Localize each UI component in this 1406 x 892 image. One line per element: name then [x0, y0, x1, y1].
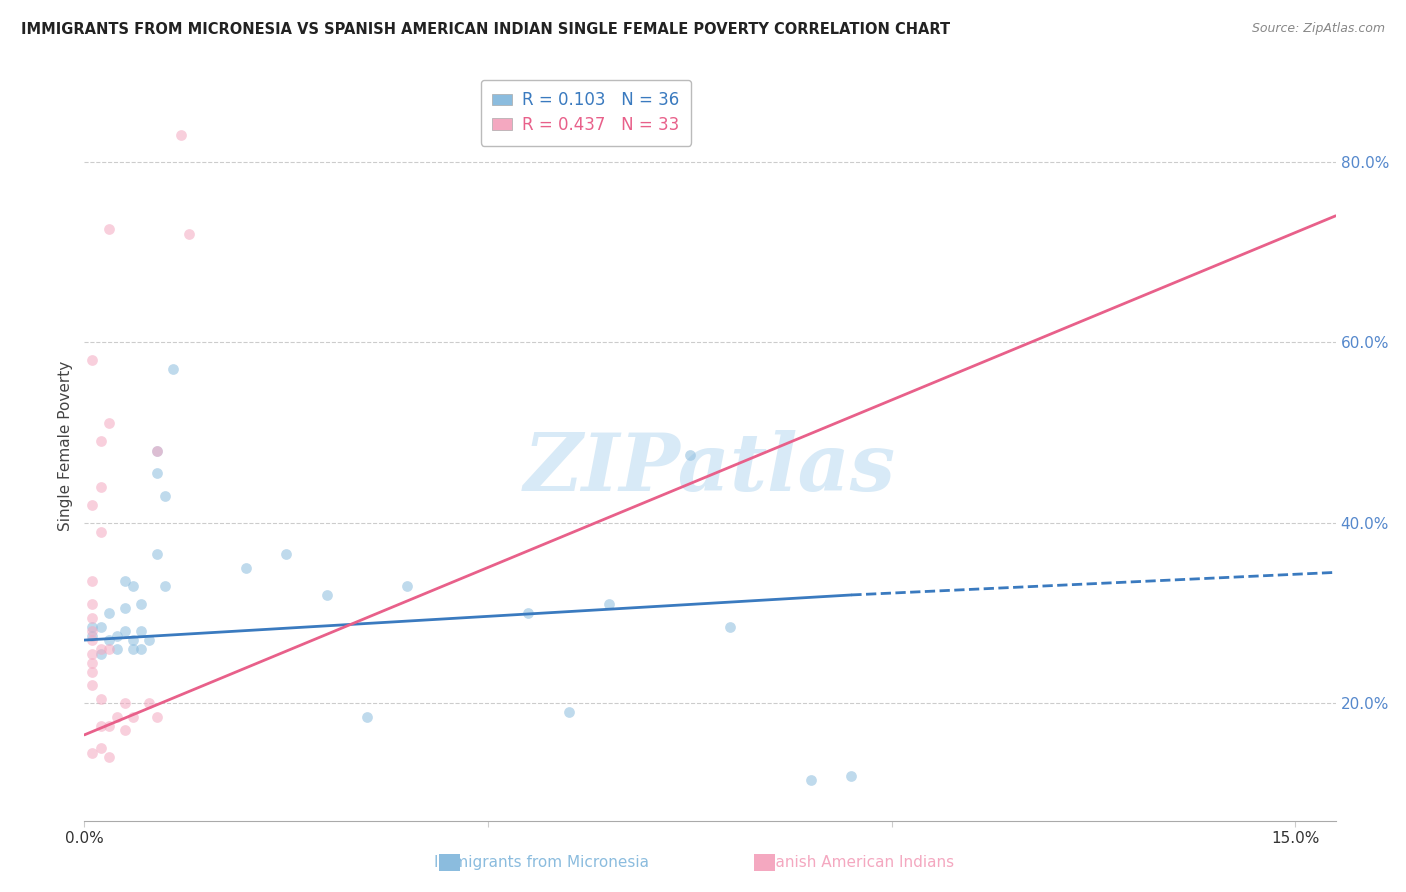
Point: [839, 768, 862, 782]
Point: [114, 624, 136, 638]
Point: [179, 227, 201, 241]
Point: [89, 642, 111, 657]
Point: [235, 561, 257, 575]
Point: [97, 222, 120, 236]
Point: [121, 633, 143, 648]
Point: [97, 642, 120, 657]
Point: [138, 696, 160, 710]
Point: [153, 579, 176, 593]
Point: [89, 719, 111, 733]
Point: [89, 434, 111, 449]
Point: [97, 417, 120, 431]
Point: [82, 633, 104, 648]
Point: [89, 647, 111, 661]
Point: [146, 466, 169, 480]
Text: ZIPatlas: ZIPatlas: [524, 430, 896, 508]
Point: [97, 606, 120, 620]
Point: [679, 448, 702, 462]
Point: [82, 498, 104, 512]
Point: [82, 678, 104, 692]
Point: [82, 624, 104, 638]
Point: [97, 719, 120, 733]
Legend: R = 0.103   N = 36, R = 0.437   N = 33: R = 0.103 N = 36, R = 0.437 N = 33: [481, 79, 692, 145]
Point: [114, 601, 136, 615]
Point: [162, 362, 184, 376]
Point: [82, 597, 104, 611]
Point: [97, 750, 120, 764]
Text: IMMIGRANTS FROM MICRONESIA VS SPANISH AMERICAN INDIAN SINGLE FEMALE POVERTY CORR: IMMIGRANTS FROM MICRONESIA VS SPANISH AM…: [21, 22, 950, 37]
Point: [89, 741, 111, 756]
Point: [718, 619, 741, 633]
Text: Source: ZipAtlas.com: Source: ZipAtlas.com: [1251, 22, 1385, 36]
Point: [89, 524, 111, 539]
Point: [82, 619, 104, 633]
Point: [114, 574, 136, 589]
Point: [82, 353, 104, 368]
Point: [129, 642, 152, 657]
Point: [598, 597, 620, 611]
Point: [146, 443, 169, 458]
Point: [558, 706, 581, 720]
Point: [105, 642, 128, 657]
Point: [82, 629, 104, 643]
Point: [114, 723, 136, 738]
Y-axis label: Single Female Poverty: Single Female Poverty: [58, 361, 73, 531]
Point: [82, 656, 104, 670]
Point: [315, 588, 337, 602]
Point: [105, 710, 128, 724]
Point: [89, 480, 111, 494]
Point: [146, 547, 169, 561]
Point: [121, 642, 143, 657]
Point: [82, 574, 104, 589]
Point: [153, 489, 176, 503]
Point: [121, 579, 143, 593]
Point: [114, 696, 136, 710]
Point: [82, 647, 104, 661]
Point: [517, 606, 540, 620]
Point: [82, 665, 104, 679]
Point: [170, 128, 193, 142]
Point: [138, 633, 160, 648]
Point: [129, 597, 152, 611]
Point: [97, 633, 120, 648]
Point: [105, 629, 128, 643]
Text: Spanish American Indians: Spanish American Indians: [756, 855, 953, 870]
Point: [89, 691, 111, 706]
Point: [356, 710, 378, 724]
Point: [800, 772, 823, 787]
Point: [82, 746, 104, 760]
Point: [129, 624, 152, 638]
Point: [396, 579, 419, 593]
Text: Immigrants from Micronesia: Immigrants from Micronesia: [434, 855, 648, 870]
Point: [82, 610, 104, 624]
Point: [146, 443, 169, 458]
Point: [276, 547, 298, 561]
Point: [146, 710, 169, 724]
Point: [121, 710, 143, 724]
Point: [89, 619, 111, 633]
